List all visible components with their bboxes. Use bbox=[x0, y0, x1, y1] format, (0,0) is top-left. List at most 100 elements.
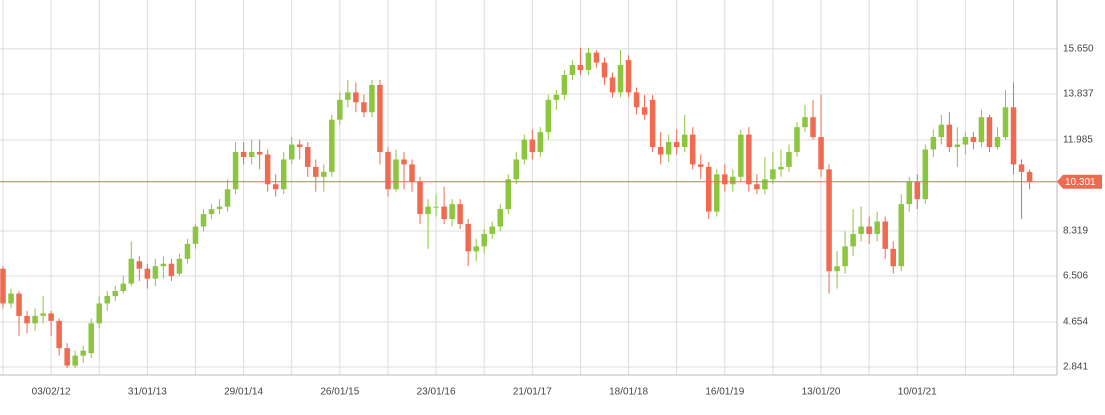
candle-body bbox=[369, 84, 375, 113]
candle-body bbox=[288, 144, 295, 160]
candle-body bbox=[32, 315, 38, 324]
candle-body bbox=[152, 266, 159, 279]
candle-body bbox=[697, 164, 704, 167]
candle-body bbox=[529, 139, 536, 152]
candle-body bbox=[48, 313, 54, 321]
candle-body bbox=[24, 315, 30, 324]
candle-body bbox=[296, 144, 303, 148]
candle-body bbox=[224, 189, 231, 207]
x-tick-label: 10/01/21 bbox=[898, 387, 937, 398]
y-tick-label: 2.841 bbox=[1063, 362, 1088, 373]
candle-body bbox=[561, 75, 568, 95]
candle-body bbox=[345, 92, 351, 100]
x-tick-label: 13/01/20 bbox=[802, 387, 841, 398]
candle-body bbox=[72, 355, 78, 366]
candle-body bbox=[200, 214, 207, 227]
candle-body bbox=[337, 99, 343, 120]
candle-body bbox=[770, 169, 776, 180]
candle-body bbox=[922, 149, 929, 200]
y-tick-label: 8.319 bbox=[1063, 226, 1088, 237]
candle-body bbox=[762, 179, 768, 190]
candle-body bbox=[473, 246, 479, 252]
candle-body bbox=[722, 174, 728, 185]
candle-body bbox=[305, 147, 311, 167]
x-tick-label: 16/01/19 bbox=[705, 387, 744, 398]
candle-body bbox=[818, 137, 824, 170]
x-tick-label: 31/01/13 bbox=[128, 387, 167, 398]
candle-body bbox=[914, 181, 921, 200]
candle-body bbox=[481, 233, 487, 247]
candle-body bbox=[393, 159, 399, 190]
candle-body bbox=[826, 169, 832, 272]
candle-body bbox=[730, 176, 736, 185]
candle-body bbox=[385, 151, 391, 190]
candle-body bbox=[970, 137, 977, 143]
candle-body bbox=[810, 117, 816, 138]
candle-body bbox=[272, 184, 279, 190]
candle-body bbox=[1018, 164, 1025, 172]
candle-body bbox=[256, 151, 263, 155]
y-tick-label: 6.506 bbox=[1063, 271, 1088, 282]
candle-body bbox=[521, 139, 528, 160]
candle-body bbox=[553, 94, 560, 100]
candle-body bbox=[489, 226, 495, 234]
candle-body bbox=[216, 206, 223, 210]
candle-body bbox=[850, 233, 856, 247]
candle-body bbox=[994, 137, 1001, 148]
candle-body bbox=[649, 99, 656, 148]
candle-body bbox=[577, 65, 584, 71]
candle-body bbox=[136, 261, 143, 269]
candle-body bbox=[168, 263, 175, 277]
candle-body bbox=[313, 166, 319, 177]
candle-body bbox=[906, 181, 913, 205]
candle-body bbox=[449, 204, 455, 220]
candle-body bbox=[898, 204, 904, 267]
candle-body bbox=[465, 224, 471, 252]
candle-body bbox=[457, 204, 463, 225]
candle-body bbox=[754, 184, 760, 190]
candle-body bbox=[625, 60, 632, 93]
candle-body bbox=[497, 209, 503, 227]
candle-body bbox=[112, 291, 119, 297]
x-tick-label: 23/01/16 bbox=[417, 387, 456, 398]
candle-body bbox=[176, 258, 183, 274]
candle-body bbox=[842, 246, 848, 267]
y-tick-label: 11.985 bbox=[1063, 135, 1093, 146]
candle-body bbox=[593, 52, 600, 63]
candle-body bbox=[377, 84, 383, 152]
candle-body bbox=[609, 77, 616, 93]
candle-body bbox=[1010, 107, 1017, 165]
candle-body bbox=[601, 62, 608, 78]
candle-body bbox=[425, 206, 431, 215]
candle-body bbox=[441, 206, 447, 220]
candle-body bbox=[681, 134, 688, 148]
candle-body bbox=[746, 134, 752, 185]
candle-body bbox=[633, 92, 640, 108]
candle-body bbox=[104, 296, 111, 304]
candle-body bbox=[144, 268, 151, 279]
y-tick-label: 15.650 bbox=[1063, 44, 1094, 55]
candle-body bbox=[569, 65, 576, 75]
candle-body bbox=[321, 171, 327, 177]
candle-body bbox=[417, 181, 423, 215]
candle-body bbox=[401, 159, 407, 165]
candle-body bbox=[545, 99, 552, 133]
candle-body bbox=[954, 144, 961, 148]
candle-body bbox=[978, 117, 985, 143]
candle-body bbox=[64, 348, 70, 366]
candle-body bbox=[56, 320, 62, 349]
candle-body bbox=[890, 248, 896, 267]
candle-body bbox=[513, 159, 520, 180]
candle-body bbox=[353, 92, 359, 103]
candle-body bbox=[786, 151, 792, 167]
candle-body bbox=[962, 137, 969, 145]
last-price-label: 10.301 bbox=[1065, 177, 1096, 188]
candle-body bbox=[794, 127, 800, 152]
candle-body bbox=[802, 117, 808, 128]
candle-body bbox=[946, 124, 953, 148]
candle-body bbox=[160, 263, 167, 267]
candle-body bbox=[264, 154, 271, 185]
candle-body bbox=[834, 266, 840, 272]
